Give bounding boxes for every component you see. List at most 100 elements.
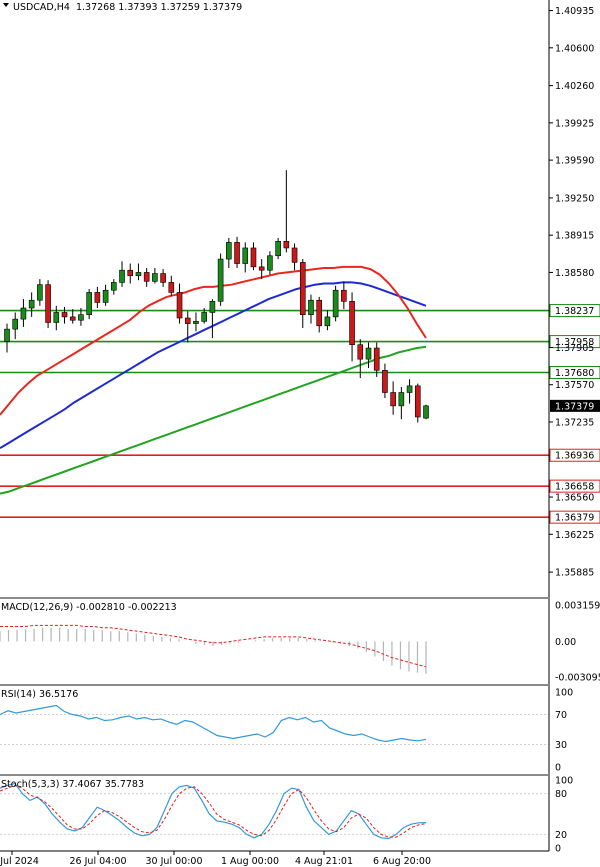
bullish-candle-body [111,282,117,291]
candle [69,309,76,324]
candle [20,299,27,327]
stoch-tick-label: 80 [555,789,567,800]
candles-layer [4,170,429,423]
candle [332,285,339,322]
price-tick-label: 1.39925 [555,118,594,129]
candle [209,299,216,339]
bullish-candle-body [102,289,109,303]
price-tick-label: 1.35885 [555,568,594,579]
macd-tick-label: 0.00 [555,637,576,648]
symbol-dropdown-icon[interactable] [3,3,9,7]
bearish-candle-body [143,272,150,282]
price-level-label: 1.36936 [555,451,594,462]
stoch-tick-label: 0 [555,844,561,855]
bearish-candle-body [127,269,134,277]
candle [258,259,265,280]
horizontal-levels-layer: 1.38237 1.37958 1.37680 1.36936 1.36658 1.363… [0,304,600,524]
candle [242,242,249,273]
candle [4,323,10,353]
bullish-candle-body [226,242,232,260]
candle [119,261,125,287]
candle [414,383,421,423]
bearish-candle-body [176,292,183,319]
time-tick-label: 1 Aug 00:00 [221,856,279,867]
candle [226,237,232,268]
price-tick-label: 1.37570 [555,380,594,391]
candle [349,292,355,362]
bearish-candle-body [250,247,257,268]
bullish-candle-body [398,392,405,407]
candle [365,342,372,369]
stoch-tick-label: 20 [555,830,567,841]
macd-tick-label: -0.003095 [555,673,600,684]
candle [283,170,290,253]
candle [275,237,281,260]
ma-green-line[interactable] [0,345,427,495]
price-level-label: 1.36658 [555,482,594,493]
bullish-candle-body [78,314,84,321]
candle [53,305,60,331]
bullish-candle-body [201,312,207,322]
stoch-title: Stoch(5,3,3) 37.4067 35.7783 [1,779,144,790]
bullish-candle-body [86,292,92,315]
bullish-candle-body [324,316,331,327]
time-tick-label: 30 Jul 00:00 [146,856,203,867]
axis-labels-layer: 1.40935 1.40600 1.40260 1.39925 1.39590 1.392… [0,6,600,867]
time-tick-label: 4 Aug 21:01 [295,856,353,867]
price-level-label: 1.37680 [555,368,594,379]
price-level-tag [549,304,600,318]
bullish-candle-body [193,321,199,324]
bearish-candle-body [61,312,68,318]
time-tick-label: 26 Jul 04:00 [70,856,127,867]
rsi-panel-separator[interactable] [0,684,549,686]
macd-panel-separator[interactable] [0,597,549,599]
current-price-label: 1.37379 [555,401,594,412]
candle [390,381,396,415]
candle [111,279,117,295]
candle [373,342,380,377]
candle [184,311,191,343]
bearish-candle-body [316,299,322,327]
bearish-candle-body [69,316,76,321]
candle [94,286,101,309]
time-tick-label: 6 Aug 20:00 [373,856,431,867]
bearish-candle-body [184,317,191,324]
price-tick-label: 1.38580 [555,268,594,279]
bullish-candle-body [365,347,372,360]
candle [316,296,322,333]
bearish-candle-body [341,289,347,302]
candle [61,306,68,324]
macd-layer [0,624,427,674]
bearish-candle-body [234,242,240,264]
candle [423,404,429,420]
ma-red-line[interactable] [0,265,427,416]
bullish-candle-body [28,299,35,309]
ma-blue-line[interactable] [0,281,427,449]
candle [324,310,331,331]
bearish-candle-body [291,247,298,263]
bullish-candle-body [4,328,10,342]
candle [176,283,183,324]
candle [217,253,224,306]
bearish-candle-body [414,385,421,418]
price-tick-label: 1.37235 [555,417,594,428]
candle [160,269,166,287]
macd-title: MACD(12,26,9) -0.002810 -0.002213 [1,602,177,613]
candle [86,289,92,320]
stoch-main-line [0,782,427,840]
rsi-tick-label: 70 [555,710,567,721]
price-tick-label: 1.37905 [555,343,594,354]
bullish-candle-body [423,405,429,419]
price-tick-label: 1.40260 [555,81,594,92]
candle [143,267,150,287]
stoch-panel-separator[interactable] [0,774,549,776]
candle [382,363,388,399]
bearish-candle-body [94,292,101,303]
rsi-tick-label: 30 [555,740,567,751]
price-level-tag [549,448,600,462]
bearish-candle-body [373,347,380,371]
candle [308,294,314,324]
bearish-candle-body [382,369,388,393]
bullish-candle-body [119,269,125,283]
